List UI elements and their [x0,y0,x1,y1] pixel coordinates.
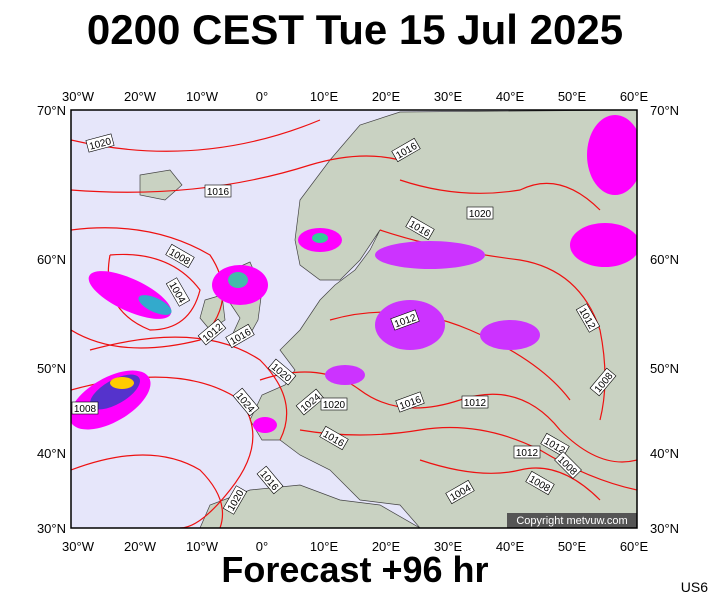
isobar-label-text: 1016 [207,187,230,198]
isobar-label: 1020 [466,206,494,220]
isobar-label-box [395,391,425,413]
isobar-label-box [589,367,617,397]
isobar-label-box [222,485,248,515]
isobar-label-box [71,401,99,415]
isobar-label: 1012 [513,445,541,459]
lon-label-bottom: 40°E [496,539,525,554]
lon-label-top: 20°W [124,89,157,104]
lat-label-left: 60°N [37,252,66,267]
lat-label-left: 30°N [37,521,66,536]
isobar-label-box [197,318,227,346]
isobar-label-box [225,323,255,349]
isobar-label-box [85,133,115,153]
lat-label-right: 40°N [650,446,679,461]
isobar-label-text: 1012 [516,448,539,459]
title: 0200 CEST Tue 15 Jul 2025 [87,6,623,53]
copyright-box [507,513,637,528]
isobar-label-box [405,215,435,241]
lon-label-top: 10°W [186,89,219,104]
isobar-label-box [445,479,475,505]
lat-label-left: 50°N [37,361,66,376]
isobar-label-box [525,470,555,496]
isobar-label: 1012 [461,395,489,409]
lon-label-top: 0° [256,89,268,104]
isobar-label-box [513,445,541,459]
isobar-label-box [466,206,494,220]
isobar-label-box [295,388,325,416]
map-frame [70,109,638,529]
lon-label-bottom: 30°W [62,539,95,554]
lon-label-top: 60°E [620,89,649,104]
lon-label-top: 50°E [558,89,587,104]
lon-label-top: 30°W [62,89,95,104]
lat-label-right: 70°N [650,103,679,118]
model-code: US6 [681,579,708,595]
lon-label-bottom: 0° [256,539,268,554]
lat-label-right: 60°N [650,252,679,267]
isobar-label-box [320,397,348,411]
isobar-label-box [575,303,601,333]
lon-label-top: 40°E [496,89,525,104]
isobar-label-box [165,243,195,269]
precipitation [71,115,637,433]
isobar-label-box [267,358,297,386]
lat-label-right: 30°N [650,521,679,536]
lon-label-bottom: 20°E [372,539,401,554]
lat-label-right: 50°N [650,361,679,376]
isobar-label-box [391,137,421,163]
isobar-label-box [232,387,260,417]
lon-label-top: 20°E [372,89,401,104]
isobar-label-text: 1008 [74,404,97,415]
footer: Forecast +96 hr [221,549,488,590]
isobar-label-box [540,432,570,458]
lon-label-bottom: 50°E [558,539,587,554]
isobar-label-box [256,465,284,495]
lon-label-bottom: 10°E [310,539,339,554]
isobar-label-box [204,184,232,198]
lon-label-bottom: 60°E [620,539,649,554]
isobar-label-box [165,277,191,307]
isobar-label-box [390,309,420,331]
lon-label-bottom: 20°W [124,539,157,554]
lon-label-top: 10°E [310,89,339,104]
isobar-label: 1020 [320,397,348,411]
copyright: Copyright metvuw.com [516,515,627,527]
lon-label-bottom: 10°W [186,539,219,554]
isobar-label: 1016 [204,184,232,198]
isobar-label-box [461,395,489,409]
isobar-label: 1008 [71,401,99,415]
isobar-label-box [319,425,349,451]
isobar-label-text: 1012 [464,398,487,409]
lon-label-top: 30°E [434,89,463,104]
isobar-label-box [554,451,582,479]
isobar-label-text: 1020 [469,209,492,220]
lon-label-bottom: 30°E [434,539,463,554]
lat-label-left: 70°N [37,103,66,118]
lat-label-left: 40°N [37,446,66,461]
isobar-label-text: 1020 [323,400,346,411]
axis-labels: 30°W 30°W 20°W 20°W 10°W 10°W 0° 0° 10°E 10°E 20°E… [37,89,679,554]
